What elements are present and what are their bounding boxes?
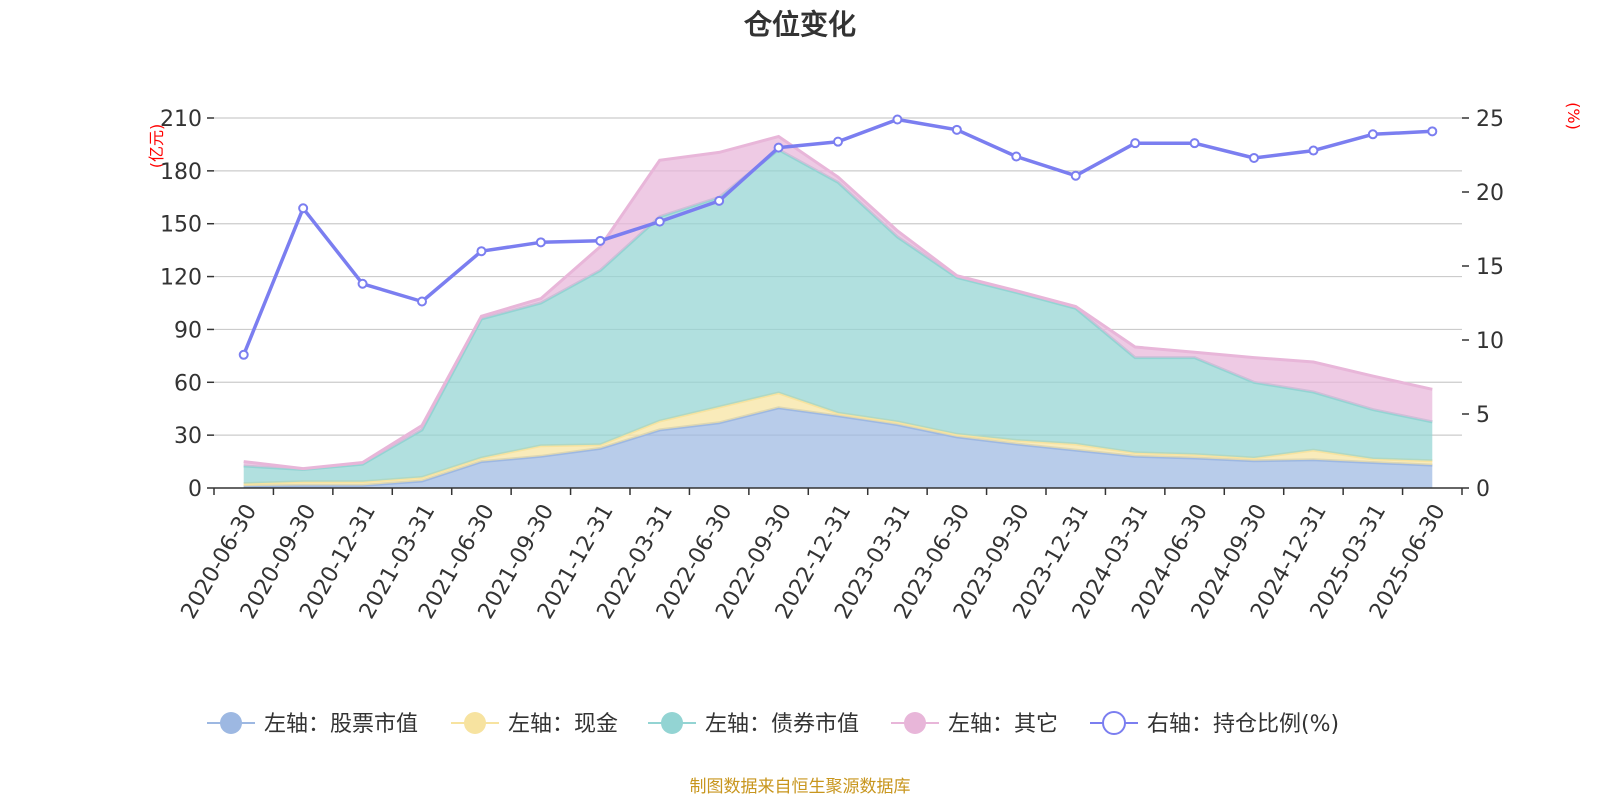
right-tick-label: 0	[1476, 477, 1490, 502]
legend-marker	[1102, 711, 1126, 735]
ratio-point	[1130, 138, 1141, 149]
ratio-point	[535, 237, 546, 248]
ratio-point	[595, 235, 606, 246]
left-tick-label: 210	[160, 107, 202, 132]
position-ratio-line	[238, 114, 1438, 360]
left-tick-label: 60	[174, 371, 202, 396]
legend-label: 左轴：其它	[948, 712, 1058, 737]
left-tick-label: 150	[160, 213, 202, 238]
area-edge	[243, 134, 1433, 471]
ratio-point	[298, 203, 309, 214]
ratio-point	[1427, 126, 1438, 137]
right-axis-unit: (%)	[1564, 102, 1583, 130]
left-tick-label: 30	[174, 424, 202, 449]
ratio-point	[1367, 129, 1378, 140]
right-tick-label: 25	[1476, 107, 1504, 132]
ratio-point	[1070, 170, 1081, 181]
legend-label: 左轴：现金	[508, 712, 618, 737]
ratio-point	[833, 136, 843, 147]
ratio-point	[238, 349, 249, 360]
area-93d4d3	[243, 149, 1433, 484]
ratio-point	[654, 216, 665, 227]
area-9db8e2	[243, 407, 1433, 488]
source-note: 制图数据来自恒生聚源数据库	[690, 777, 911, 797]
stacked-areas	[243, 134, 1433, 488]
legend-label: 右轴：持仓比例(%)	[1147, 712, 1339, 737]
ratio-point	[892, 114, 903, 125]
right-tick-label: 20	[1476, 181, 1504, 206]
legend-marker	[904, 712, 926, 734]
legend-marker	[220, 712, 242, 734]
ratio-point	[476, 246, 487, 257]
legend-marker	[464, 712, 486, 734]
right-tick-label: 5	[1476, 403, 1490, 428]
right-tick-label: 10	[1476, 329, 1504, 354]
left-tick-label: 120	[160, 266, 202, 291]
legend-label: 左轴：股票市值	[264, 712, 418, 737]
ratio-point	[773, 142, 784, 153]
left-axis-unit: (亿元)	[147, 124, 166, 169]
chart-title: 仓位变化	[744, 8, 856, 41]
right-tick-label: 15	[1476, 255, 1504, 280]
ratio-point	[714, 195, 725, 206]
legend: 左轴：股票市值 左轴：现金 左轴：债券市值 左轴：其它 右轴：持仓比例(%)	[207, 711, 1339, 737]
ratio-point	[357, 278, 368, 289]
ratio-point	[1011, 151, 1022, 162]
left-tick-label: 90	[174, 318, 202, 343]
legend-marker	[661, 712, 683, 734]
ratio-point	[417, 296, 427, 307]
left-tick-label: 180	[160, 160, 202, 185]
ratio-point	[1249, 152, 1259, 163]
left-tick-label: 0	[188, 477, 202, 502]
ratio-point	[1308, 145, 1319, 156]
legend-label: 左轴：债券市值	[705, 712, 859, 737]
ratio-point	[1189, 138, 1200, 149]
ratio-point	[951, 124, 962, 135]
